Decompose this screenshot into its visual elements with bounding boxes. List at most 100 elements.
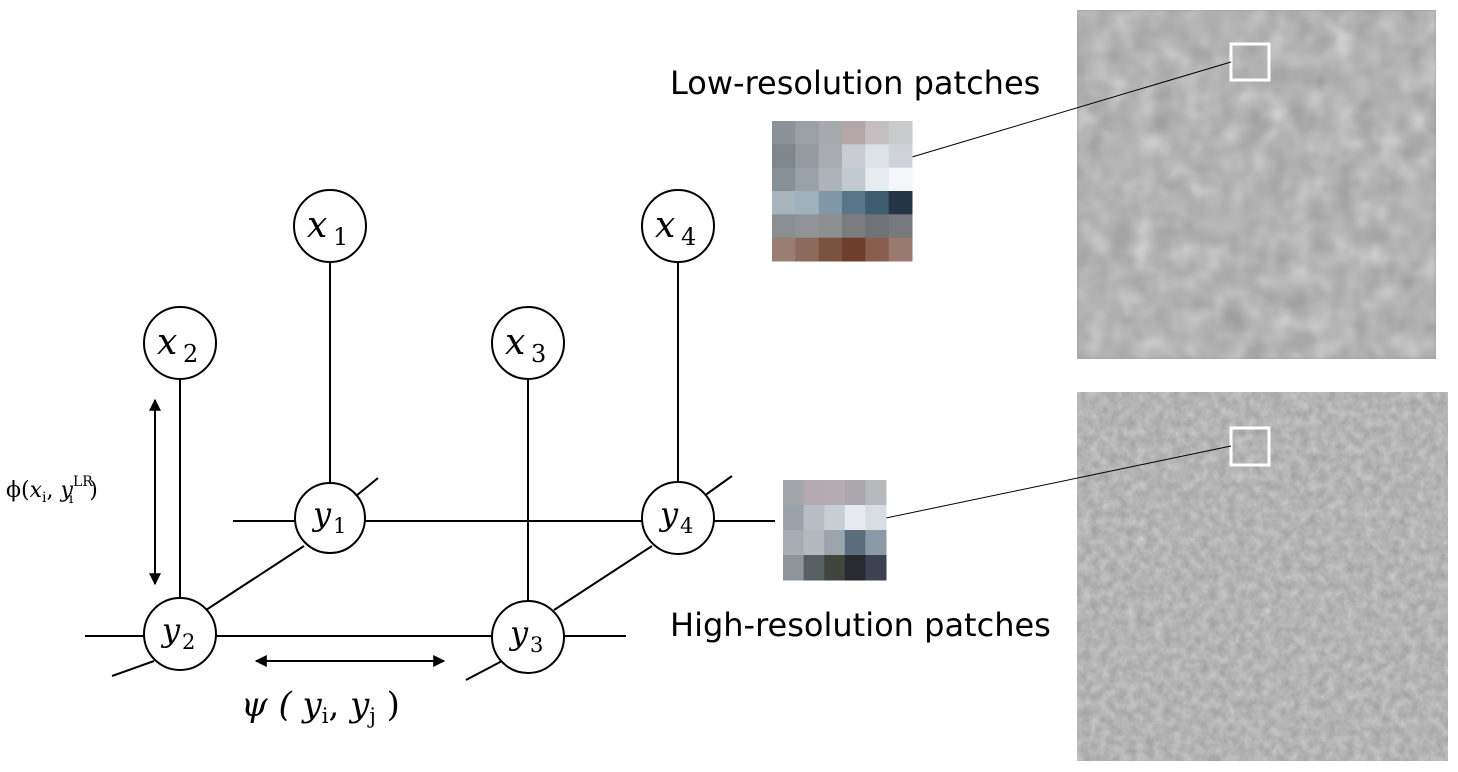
low-res-patch (772, 121, 913, 262)
psi-fn: ψ ( (241, 685, 303, 725)
node-y3-sub: 3 (530, 633, 543, 657)
graph-edges (85, 262, 775, 681)
patch-pixel (865, 555, 887, 581)
node-y2-sub: 2 (182, 630, 195, 654)
patch-pixel (795, 144, 820, 169)
patch-pixel (824, 505, 846, 531)
patch-pixel (844, 555, 866, 581)
high-res-callout-line (885, 445, 1232, 519)
patch-pixel (844, 530, 866, 556)
phi-x-sub: i (42, 490, 47, 506)
phi-x: x (30, 478, 43, 503)
patch-pixel (795, 191, 820, 215)
patch-pixel (888, 167, 913, 192)
psi-b: y (348, 685, 370, 725)
node-x2: x 2 (143, 306, 217, 380)
node-y3-base: y (508, 614, 529, 652)
patch-pixel (818, 237, 843, 262)
patch-pixel (772, 214, 796, 239)
phi-y-sup: LR (73, 474, 93, 490)
high-res-patch (783, 480, 887, 581)
low-res-texture-image (1077, 10, 1436, 359)
patch-pixel (803, 530, 825, 556)
edge-y2-y1 (205, 545, 305, 611)
patch-pixel (783, 555, 805, 581)
patch-pixel (818, 167, 843, 192)
patch-pixel (803, 505, 825, 531)
patch-pixel (842, 214, 866, 239)
psi-a: y (301, 685, 323, 725)
patch-pixel (824, 530, 846, 556)
patch-pixel (865, 480, 887, 506)
patch-pixel (865, 167, 890, 192)
patch-pixel (865, 144, 890, 169)
psi-comma: , (328, 685, 350, 725)
patch-pixel (842, 237, 866, 262)
patch-pixel (888, 144, 913, 169)
patch-pixel (865, 530, 887, 556)
patch-pixel (818, 191, 843, 215)
patch-pixel (888, 237, 913, 262)
patch-pixel (803, 555, 825, 581)
patch-pixel (844, 480, 866, 506)
patch-pixel (783, 480, 805, 506)
patch-pixel (795, 237, 820, 262)
patch-pixel (803, 480, 825, 506)
patch-pixel (818, 144, 843, 169)
patch-pixel (772, 237, 796, 262)
patch-pixel (795, 167, 820, 192)
patch-pixel (842, 121, 866, 145)
patch-pixel (772, 191, 796, 215)
patch-pixel (865, 214, 890, 239)
node-x3: x 3 (491, 306, 565, 380)
patch-pixel (888, 121, 913, 145)
node-y1: y 1 (294, 482, 366, 554)
node-x1-base: x (307, 205, 327, 246)
phi-comma: , (47, 478, 61, 503)
patch-pixel (844, 505, 866, 531)
node-y2-base: y (160, 611, 181, 649)
node-x4-base: x (655, 205, 675, 246)
patch-pixel (772, 121, 796, 145)
patch-pixel (818, 214, 843, 239)
patch-pixel (783, 530, 805, 556)
edge-y1-diag-stub (355, 477, 379, 497)
high-res-caption: High-resolution patches (670, 606, 1051, 644)
patch-pixel (865, 505, 887, 531)
edge-y2-diag-stub (111, 660, 155, 677)
patch-pixel (888, 214, 913, 239)
patch-pixel (818, 121, 843, 145)
patch-pixel (824, 480, 846, 506)
node-y4: y 4 (641, 481, 715, 555)
high-res-texture-image (1077, 392, 1448, 761)
phi-label: ϕ(xi, yLR i) (6, 474, 98, 507)
psi-b-sub: j (366, 704, 376, 728)
patch-pixel (783, 505, 805, 531)
node-y1-base: y (311, 495, 332, 533)
patch-pixel (772, 144, 796, 169)
node-y1-sub: 1 (333, 514, 346, 538)
patch-pixel (842, 167, 866, 192)
psi-close: ) (376, 685, 400, 725)
patch-pixel (842, 144, 866, 169)
node-y3: y 3 (491, 600, 565, 674)
patch-pixel (795, 121, 820, 145)
patch-pixel (865, 191, 890, 215)
patch-pixel (772, 167, 796, 192)
edge-y4-diag-stub (703, 475, 733, 497)
node-x3-sub: 3 (531, 340, 546, 368)
node-x1: x 1 (293, 189, 367, 263)
patch-pixel (842, 191, 866, 215)
node-y2: y 2 (143, 597, 217, 671)
edge-y3-y4 (553, 545, 653, 611)
patch-pixel (865, 121, 890, 145)
edge-y3-diag-stub (465, 660, 503, 681)
patch-pixel (824, 555, 846, 581)
node-x4-sub: 4 (681, 223, 696, 251)
node-x1-sub: 1 (333, 223, 348, 251)
psi-a-sub: i (322, 704, 329, 728)
low-res-caption: Low-resolution patches (670, 64, 1040, 102)
psi-label: ψ ( yi, yj ) (241, 685, 400, 728)
patch-pixel (888, 191, 913, 215)
phi-y: y (60, 478, 74, 503)
